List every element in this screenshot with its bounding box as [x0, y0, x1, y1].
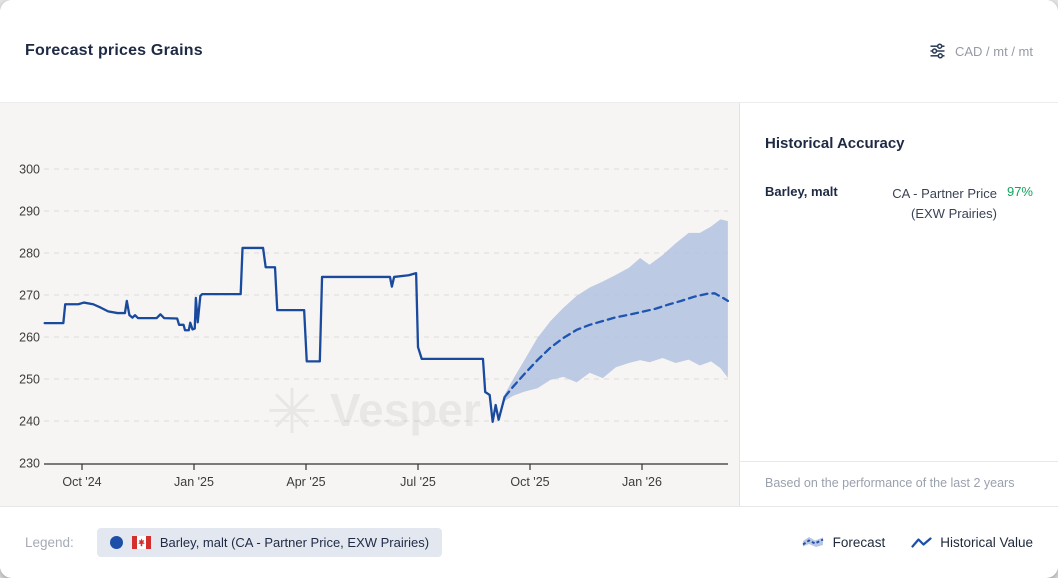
series-legend-text: Barley, malt (CA - Partner Price, EXW Pr…: [159, 534, 430, 550]
series-color-dot-icon: [109, 535, 123, 549]
sliders-icon: [930, 43, 945, 59]
forecast-legend-item[interactable]: Forecast: [802, 534, 886, 550]
historical-line-icon: [911, 536, 932, 548]
page-title: Forecast prices Grains: [25, 42, 203, 59]
forecast-legend-label: Forecast: [832, 534, 886, 550]
historical-line: [43, 246, 506, 423]
svg-text:240: 240: [19, 415, 40, 429]
svg-text:230: 230: [19, 457, 40, 471]
svg-text:260: 260: [19, 331, 40, 345]
svg-text:290: 290: [19, 205, 40, 219]
accuracy-value: 97%: [1006, 184, 1033, 199]
svg-text:Jul '25: Jul '25: [400, 475, 436, 489]
forecast-line-icon: [802, 537, 824, 547]
chart-area: ✳ Vesper Oct '24 Jan '25 Apr '25 Jul '25 Oct '…: [0, 103, 740, 506]
price-source-line1: CA - Partner Price: [892, 186, 997, 201]
panel-title: Historical Accuracy: [765, 135, 905, 152]
historical-legend-label: Historical Value: [940, 534, 1033, 550]
canada-flag-icon: [131, 535, 151, 549]
svg-text:Oct '25: Oct '25: [510, 475, 549, 489]
svg-text:280: 280: [19, 247, 40, 261]
svg-text:250: 250: [19, 373, 40, 387]
y-axis-labels: 230 240 250 260 270 280 290 300: [19, 163, 40, 471]
historical-legend-item[interactable]: Historical Value: [911, 535, 1033, 550]
accuracy-row: Barley, malt CA - Partner Price (EXW Pra…: [765, 184, 1033, 224]
legend-bar: Legend: Barley, malt (CA - Partner Price…: [0, 506, 1058, 577]
series-legend-pill[interactable]: Barley, malt (CA - Partner Price, EXW Pr…: [96, 527, 443, 557]
svg-text:Jan '26: Jan '26: [622, 475, 662, 489]
historical-accuracy-panel: Historical Accuracy Barley, malt CA - Pa…: [740, 103, 1058, 506]
svg-text:Oct '24: Oct '24: [62, 475, 101, 489]
legend-label: Legend:: [25, 534, 74, 550]
x-axis: Oct '24 Jan '25 Apr '25 Jul '25 Oct '25 Jan '…: [44, 463, 728, 489]
accuracy-footnote: Based on the performance of the last 2 y…: [740, 461, 1058, 506]
watermark: ✳ Vesper: [266, 378, 481, 447]
svg-text:270: 270: [19, 289, 40, 303]
svg-text:300: 300: [19, 163, 40, 177]
unit-selector-label: CAD / mt / mt: [955, 43, 1033, 59]
svg-text:Vesper: Vesper: [330, 384, 481, 436]
forecast-line: [503, 292, 730, 399]
product-name: Barley, malt: [765, 184, 838, 199]
widget-header: Forecast prices Grains CAD / mt / mt: [0, 0, 1058, 103]
price-source: CA - Partner Price (EXW Prairies): [890, 184, 997, 224]
svg-text:✳: ✳: [266, 378, 318, 447]
main-area: ✳ Vesper Oct '24 Jan '25 Apr '25 Jul '25 Oct '…: [0, 103, 1058, 506]
forecast-band: [504, 219, 728, 401]
gridlines: [44, 168, 728, 422]
price-source-line2: (EXW Prairies): [911, 206, 997, 222]
svg-text:Apr '25: Apr '25: [286, 475, 325, 489]
svg-text:Jan '25: Jan '25: [174, 475, 214, 489]
unit-selector[interactable]: CAD / mt / mt: [929, 43, 1033, 59]
